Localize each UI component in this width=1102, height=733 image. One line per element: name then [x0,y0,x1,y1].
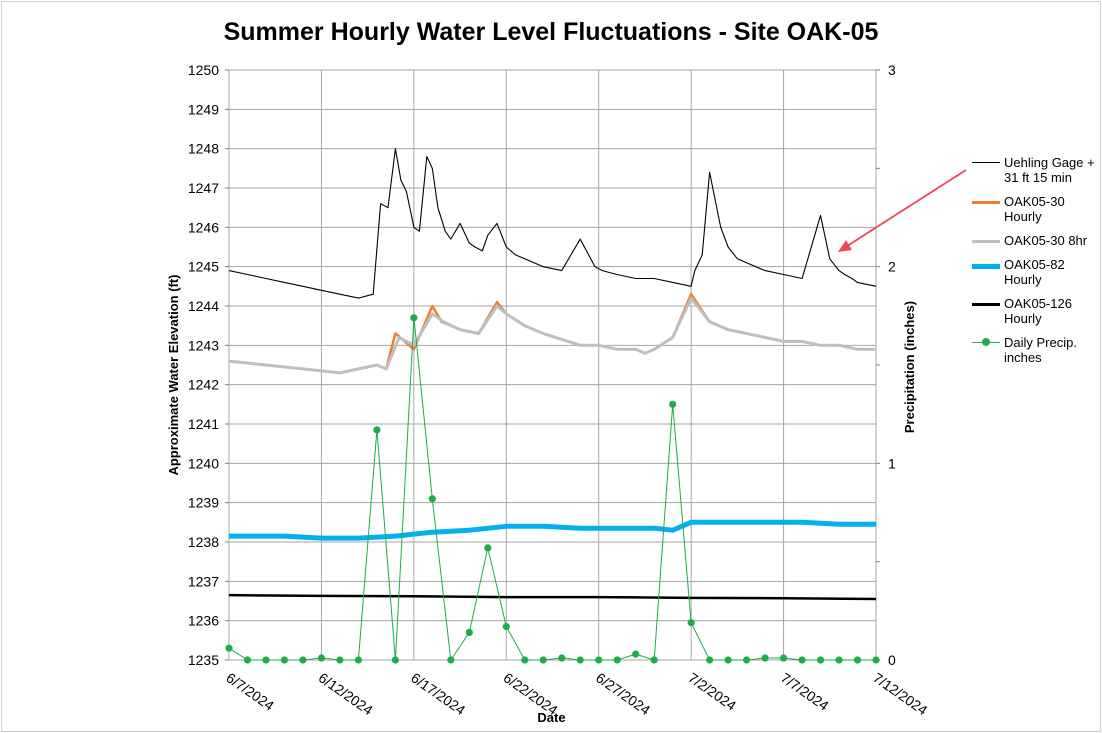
annotation-arrow [843,169,967,249]
y-tick-label: 1240 [188,455,219,471]
y2-tick-label: 2 [888,259,896,275]
precip-point [410,314,418,322]
y-tick-label: 1236 [188,613,219,629]
precip-point [299,656,307,664]
precip-point [225,644,233,652]
y-tick-label: 1247 [188,180,219,196]
y-tick-label: 1238 [188,534,219,550]
legend-item: OAK05-30 Hourly [970,194,1095,224]
precip-point [317,654,326,662]
y-tick-label: 1244 [188,298,219,314]
precip-point [576,656,584,664]
series-line-0 [228,148,877,299]
precip-point [539,656,547,664]
precip-point [779,654,788,662]
legend-swatch [972,264,1000,269]
series-line-3 [229,519,876,541]
y-tick-label: 1246 [188,219,219,235]
series-line-4 [228,593,877,601]
y-axis-title: Approximate Water Elevation (ft) [166,274,181,475]
legend-label: OAK05-82 Hourly [1004,257,1065,287]
precip-point [632,650,640,658]
precip-point [465,628,473,637]
y-tick-label: 1241 [188,416,219,432]
legend-item: Daily Precip. inches [970,335,1095,365]
y-tick-label: 1237 [188,573,219,589]
y-tick-label: 1235 [188,652,219,668]
y2-axis-title: Precipitation (inches) [902,301,917,433]
series-line-2 [228,296,876,375]
x-tick-label: 6/17/2024 [408,669,468,718]
plot-area [228,69,877,661]
precip-point [724,656,732,664]
x-tick-label: 6/7/2024 [223,669,277,713]
legend-item: OAK05-126 Hourly [970,296,1095,326]
legend-item: OAK05-82 Hourly [970,257,1095,287]
x-tick-label: 6/12/2024 [316,669,376,718]
precip-point [669,400,677,408]
precip-point [853,656,862,664]
precip-point [262,656,270,664]
precip-point [613,656,621,664]
legend-label: OAK05-30 Hourly [1004,194,1065,224]
precip-point [558,654,566,662]
x-axis-title: Date [537,710,565,725]
precip-point [502,622,510,631]
precip-point [484,544,492,552]
precip-point [706,656,714,664]
precip-point [428,495,436,503]
x-tick-label: 7/2/2024 [685,669,739,713]
y-tick-label: 1250 [188,62,219,78]
legend-item: OAK05-30 8hr [970,233,1095,248]
precip-point [835,656,843,664]
precip-point [354,656,362,664]
precip-point [687,619,695,627]
legend-label: OAK05-30 8hr [1004,233,1088,248]
y-tick-label: 1239 [188,495,219,511]
legend: Uehling Gage + 31 ft 15 min OAK05-30 Hour… [970,155,1095,374]
precip-point [816,656,825,664]
y2-tick-label: 0 [888,652,896,668]
precip-point [336,656,344,664]
x-tick-label: 7/12/2024 [870,669,930,718]
legend-marker [982,338,990,346]
legend-item: Uehling Gage + 31 ft 15 min [970,155,1095,185]
legend-label: Uehling Gage + 31 ft 15 min [1004,155,1095,185]
legend-swatch [972,162,1000,163]
x-tick-label: 6/27/2024 [593,669,653,718]
precip-point [743,656,751,664]
y-tick-label: 1248 [188,141,219,157]
annotation-arrowhead [838,240,852,252]
precip-point [521,656,529,664]
precip-point [243,656,252,664]
precip-point [650,656,658,664]
y2-tick-label: 3 [888,62,896,78]
precip-point [447,656,455,664]
precip-point [595,656,603,664]
x-tick-label: 7/7/2024 [778,669,832,713]
precip-point [391,656,399,664]
precip-point [798,656,806,664]
legend-label: Daily Precip. inches [1004,335,1077,365]
y-tick-label: 1242 [188,377,219,393]
y-tick-label: 1243 [188,337,219,353]
precip-point [872,656,880,664]
precip-point [373,426,381,434]
legend-label: OAK05-126 Hourly [1004,296,1072,326]
y-tick-label: 1245 [188,259,219,275]
y2-tick-label: 1 [888,455,896,471]
legend-swatch [972,303,1000,306]
legend-swatch [972,201,1000,204]
precip-point [280,656,289,664]
y-tick-label: 1249 [188,101,219,117]
chart-title: Summer Hourly Water Level Fluctuations -… [223,18,879,46]
legend-swatch [972,240,1000,243]
precip-point [761,654,769,662]
